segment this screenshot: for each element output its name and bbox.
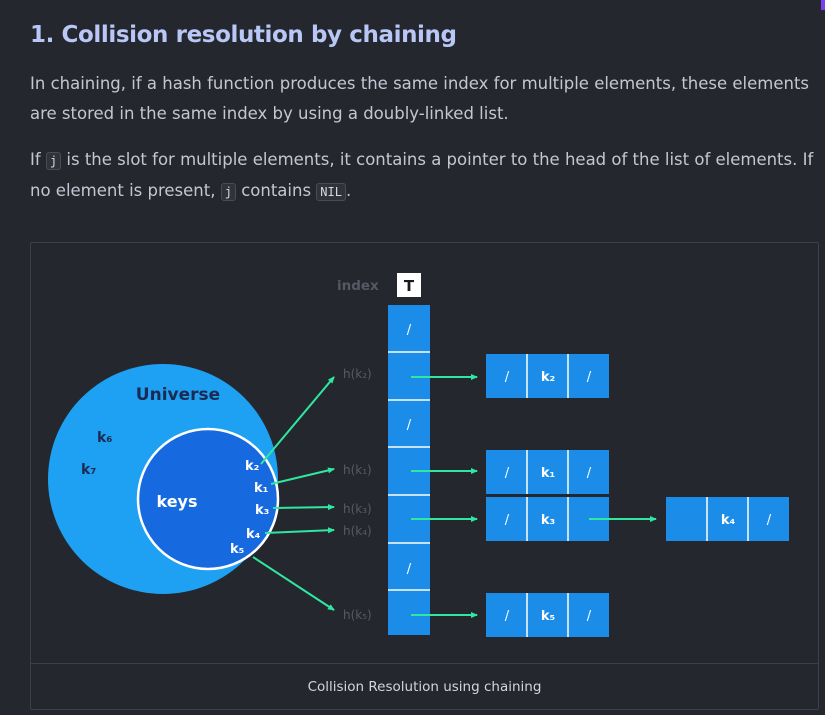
node-k4-key: k₄ (721, 513, 736, 528)
inner-key-k3: k₃ (255, 503, 269, 518)
para2-text-post: . (345, 181, 352, 200)
accent-bar (821, 0, 825, 10)
section-heading: 1. Collision resolution by chaining (30, 22, 457, 48)
paragraph-chaining-intro: In chaining, if a hash function produces… (30, 74, 810, 123)
hash-arrow-k3 (272, 504, 335, 511)
node-k3-prev: / (505, 513, 510, 528)
outer-key-k6: k₆ (97, 430, 112, 446)
hash-label-k4: h(k₄) (343, 524, 372, 538)
hash-arrow-k2 (260, 376, 335, 465)
list-node-k4 (666, 497, 789, 541)
inline-code-nil: NIL (316, 183, 346, 201)
hash-arrow-k4 (264, 527, 335, 534)
inner-key-k5: k₅ (230, 542, 244, 557)
para2-text-mid2: contains (235, 181, 317, 200)
node-k5-prev: / (505, 609, 510, 624)
figure-chaining-diagram: Universe k₆ k₇ keys k₂ k₁ k₃ k₄ k₅ h(k₂)… (30, 242, 819, 710)
node-k5-next: / (587, 609, 592, 624)
inline-code-j-second: j (220, 183, 236, 201)
hash-label-k5: h(k₅) (343, 608, 372, 622)
inner-key-k1: k₁ (254, 481, 268, 496)
list-node-k3 (486, 497, 609, 541)
paragraph-slot-pointer: If j is the slot for multiple elements, … (30, 145, 820, 207)
keys-circle (136, 427, 280, 571)
para2-text-pre: If (30, 150, 46, 169)
hash-label-k3: h(k₃) (343, 502, 372, 516)
caption-divider (31, 663, 818, 664)
slot-5-value: / (407, 562, 412, 577)
hash-label-k1: h(k₁) (343, 463, 372, 477)
keys-label: keys (156, 492, 197, 511)
para2-text-mid1: is the slot for multiple elements, it co… (30, 150, 814, 200)
list-node-k2 (486, 354, 609, 398)
inner-key-k4: k₄ (246, 527, 261, 542)
node-k5-key: k₅ (541, 609, 555, 624)
list-node-k1 (486, 450, 609, 494)
node-k2-next: / (587, 370, 592, 385)
inner-key-k2: k₂ (245, 459, 259, 474)
node-k1-prev: / (505, 466, 510, 481)
inline-code-j: j (45, 152, 62, 170)
node-k1-key: k₁ (541, 466, 555, 481)
node-k2-prev: / (505, 370, 510, 385)
hash-arrow-k5 (252, 556, 335, 611)
node-k4-next: / (767, 513, 772, 528)
slot-0-value: / (407, 323, 412, 338)
table-label-box (397, 273, 421, 297)
node-k2-key: k₂ (541, 370, 555, 385)
index-label: index (337, 278, 379, 294)
figure-caption: Collision Resolution using chaining (307, 679, 542, 695)
outer-key-k7: k₇ (81, 462, 96, 478)
universe-label: Universe (136, 385, 220, 405)
node-k1-next: / (587, 466, 592, 481)
list-node-k5 (486, 593, 609, 637)
hash-chaining-diagram: Universe k₆ k₇ keys k₂ k₁ k₃ k₄ k₅ h(k₂)… (48, 273, 789, 637)
hash-label-k2: h(k₂) (343, 367, 372, 381)
node-k3-key: k₃ (541, 513, 555, 528)
table-label: T (404, 277, 415, 295)
hash-arrow-k1 (270, 467, 335, 485)
slot-2-value: / (407, 418, 412, 433)
